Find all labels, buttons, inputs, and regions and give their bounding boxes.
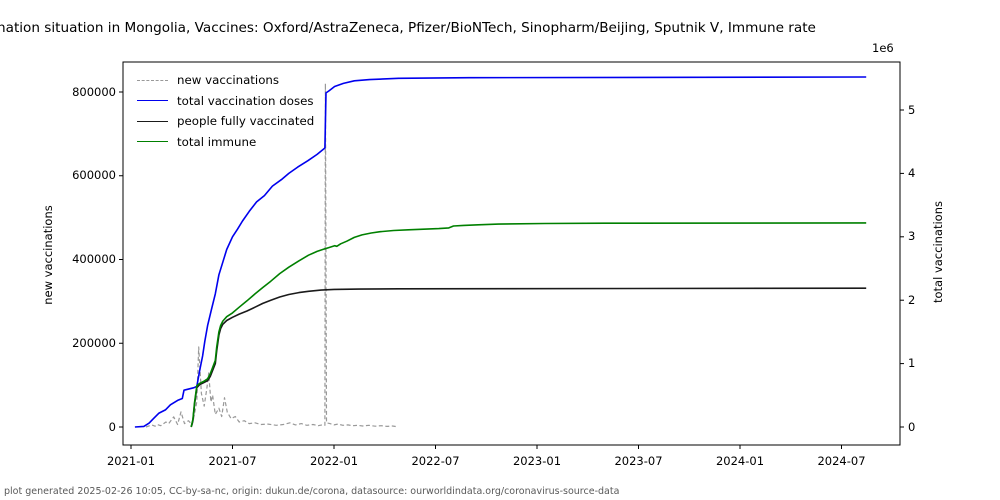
legend-label: total immune xyxy=(177,134,257,149)
x-tick-label: 2021-07 xyxy=(208,454,257,468)
left-y-tick-label: 600000 xyxy=(72,168,116,183)
right-y-tick-label: 3 xyxy=(908,229,916,244)
left-y-tick-label: 800000 xyxy=(72,84,116,99)
right-axis-offset-text: 1e6 xyxy=(872,41,894,55)
legend-item-people-fully-vaccinated: people fully vaccinated xyxy=(137,111,314,132)
x-tick-label: 2023-07 xyxy=(614,454,663,468)
legend-sample-line-people-fully-vaccinated xyxy=(137,120,168,122)
right-y-tick-label: 4 xyxy=(908,165,916,180)
left-y-axis-title: new vaccinations xyxy=(41,205,55,305)
x-tick-label: 2024-07 xyxy=(817,454,866,468)
legend: new vaccinations total vaccination doses p… xyxy=(137,70,314,152)
x-tick-label: 2024-01 xyxy=(715,454,765,468)
x-tick-label: 2023-01 xyxy=(512,454,562,468)
series-new-vaccinations-line xyxy=(145,82,397,428)
legend-label: total vaccination doses xyxy=(177,93,314,108)
legend-sample-line-total-vaccination-doses xyxy=(137,100,168,102)
plot-frame xyxy=(122,61,901,446)
footer-credit: plot generated 2025-02-26 10:05, CC-by-s… xyxy=(4,486,620,497)
right-y-axis-title: total vaccinations xyxy=(931,200,945,304)
left-y-tick-label: 0 xyxy=(108,419,116,434)
legend-item-new-vaccinations: new vaccinations xyxy=(137,70,314,91)
legend-sample-line-new-vaccinations xyxy=(137,79,168,81)
legend-sample-line-total-immune xyxy=(137,141,168,143)
right-y-tick-label: 5 xyxy=(908,102,916,117)
right-y-tick-label: 1 xyxy=(908,356,916,371)
chart-title: nation situation in Mongolia, Vaccines: … xyxy=(0,20,816,36)
right-y-tick-label: 2 xyxy=(908,292,916,307)
x-tick-label: 2022-07 xyxy=(411,454,460,468)
x-tick-label: 2022-01 xyxy=(309,454,359,468)
left-y-tick-label: 400000 xyxy=(72,252,116,266)
legend-label: people fully vaccinated xyxy=(177,114,315,129)
right-y-tick-label: 0 xyxy=(908,419,916,434)
series-total-immune-line xyxy=(190,222,867,428)
legend-item-total-vaccination-doses: total vaccination doses xyxy=(137,91,314,112)
series-people-fully-vaccinated-line xyxy=(190,287,867,428)
legend-item-total-immune: total immune xyxy=(137,132,314,153)
series-total-vaccination-doses-line xyxy=(134,76,867,428)
x-tick-label: 2021-01 xyxy=(106,454,156,468)
left-y-tick-label: 200000 xyxy=(72,335,116,350)
legend-label: new vaccinations xyxy=(177,73,280,88)
